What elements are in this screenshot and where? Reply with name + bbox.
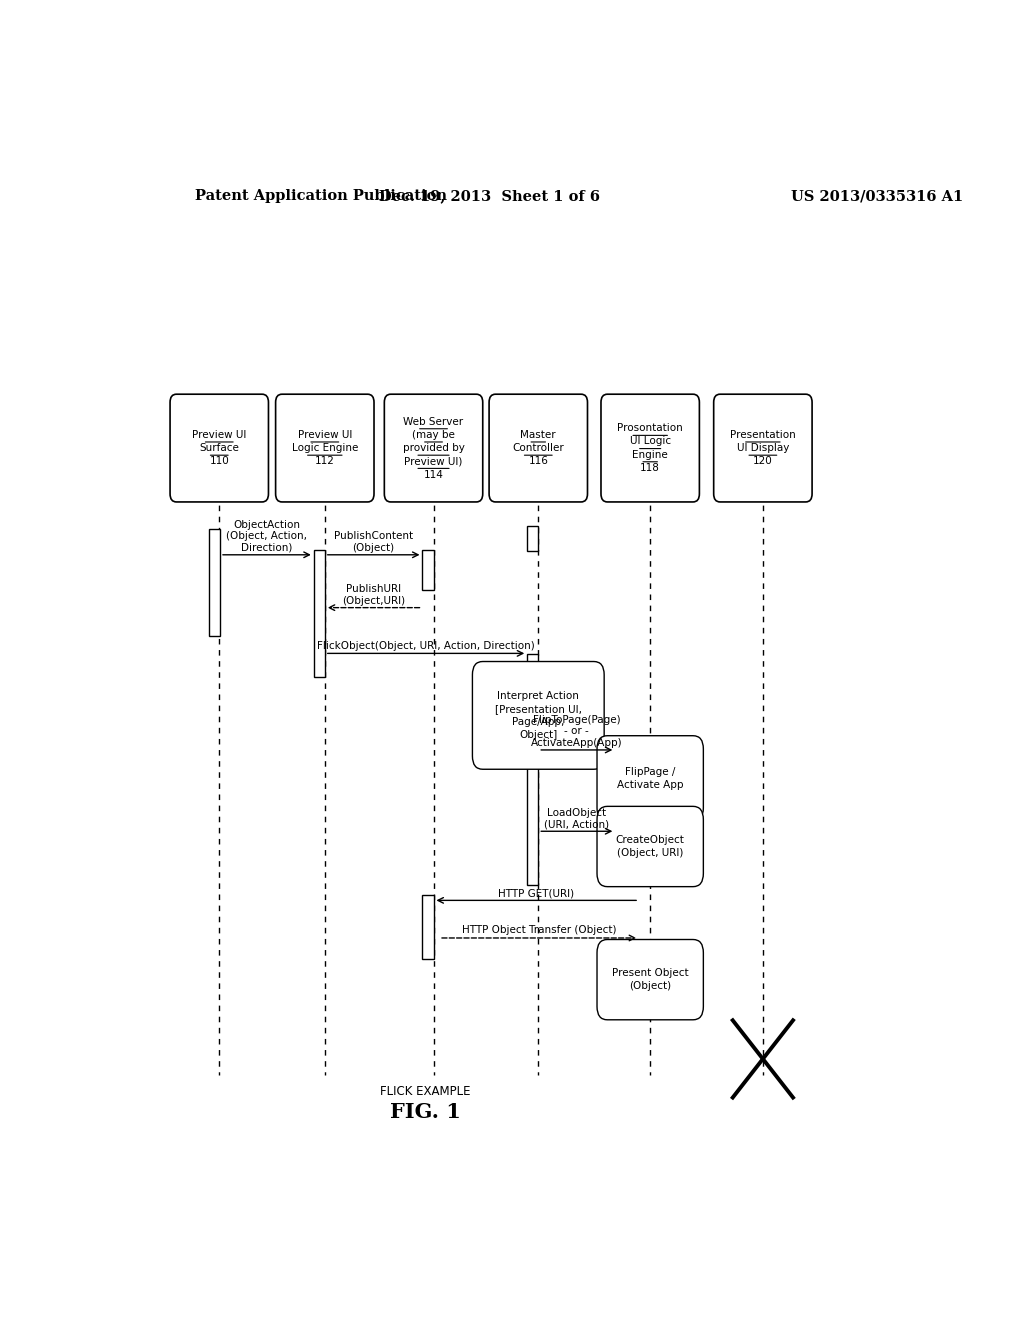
Bar (639, 953, 650, 1018)
Text: FlipPage /
Activate App: FlipPage / Activate App (616, 767, 683, 789)
Bar (527, 655, 539, 886)
Text: Preview UI: Preview UI (193, 430, 247, 440)
Text: Preview UI: Preview UI (298, 430, 352, 440)
Text: provided by: provided by (402, 444, 465, 453)
FancyBboxPatch shape (170, 395, 268, 502)
Text: PublishURI
(Object,URI): PublishURI (Object,URI) (342, 583, 404, 606)
Text: US 2013/0335316 A1: US 2013/0335316 A1 (791, 189, 963, 203)
Text: UI Logic: UI Logic (630, 437, 671, 446)
Bar (209, 529, 220, 636)
Text: (may be: (may be (412, 430, 455, 440)
Text: Surface: Surface (200, 444, 240, 453)
FancyBboxPatch shape (597, 940, 703, 1020)
Text: FlickObject(Object, URI, Action, Direction): FlickObject(Object, URI, Action, Directi… (316, 642, 535, 651)
Text: HTTP Object Transfer (Object): HTTP Object Transfer (Object) (462, 925, 616, 935)
Text: Dec. 19, 2013  Sheet 1 of 6: Dec. 19, 2013 Sheet 1 of 6 (379, 189, 600, 203)
Bar (423, 549, 433, 590)
FancyBboxPatch shape (601, 395, 699, 502)
Text: Logic Engine: Logic Engine (292, 444, 358, 453)
Text: 120: 120 (753, 457, 773, 466)
FancyBboxPatch shape (714, 395, 812, 502)
Text: FLICK EXAMPLE: FLICK EXAMPLE (380, 1085, 471, 1098)
Text: 112: 112 (314, 457, 335, 466)
Text: Master: Master (520, 430, 556, 440)
FancyBboxPatch shape (597, 735, 703, 821)
FancyBboxPatch shape (384, 395, 482, 502)
Text: Patent Application Publication: Patent Application Publication (196, 189, 447, 203)
Bar (423, 895, 433, 960)
Text: FlipToPage(Page)
- or -
ActivateApp(App): FlipToPage(Page) - or - ActivateApp(App) (530, 714, 623, 748)
Text: Web Server: Web Server (403, 417, 464, 426)
Text: PublishContent
(Object): PublishContent (Object) (334, 531, 413, 553)
Text: 118: 118 (640, 463, 660, 473)
Text: Present Object
(Object): Present Object (Object) (612, 969, 688, 991)
Bar (313, 549, 325, 677)
FancyBboxPatch shape (489, 395, 588, 502)
Text: UI Display: UI Display (736, 444, 790, 453)
FancyBboxPatch shape (275, 395, 374, 502)
FancyBboxPatch shape (472, 661, 604, 770)
Text: 116: 116 (528, 457, 548, 466)
Text: 110: 110 (209, 457, 229, 466)
Text: 114: 114 (424, 470, 443, 479)
FancyBboxPatch shape (597, 807, 703, 887)
Text: Presentation: Presentation (730, 430, 796, 440)
Text: FIG. 1: FIG. 1 (390, 1102, 461, 1122)
Text: Controller: Controller (512, 444, 564, 453)
Text: ObjectAction
(Object, Action,
Direction): ObjectAction (Object, Action, Direction) (226, 520, 307, 553)
Text: CreateObject
(Object, URI): CreateObject (Object, URI) (615, 836, 685, 858)
Bar (527, 527, 539, 550)
Text: HTTP GET(URI): HTTP GET(URI) (498, 888, 574, 899)
Text: Preview UI): Preview UI) (404, 457, 463, 466)
Text: Interpret Action
[Presentation UI,
Page/App,
Object]: Interpret Action [Presentation UI, Page/… (495, 692, 582, 739)
Text: Engine: Engine (632, 450, 668, 459)
Text: Prosontation: Prosontation (617, 424, 683, 433)
Text: LoadObject
(URI, Action): LoadObject (URI, Action) (544, 808, 609, 829)
